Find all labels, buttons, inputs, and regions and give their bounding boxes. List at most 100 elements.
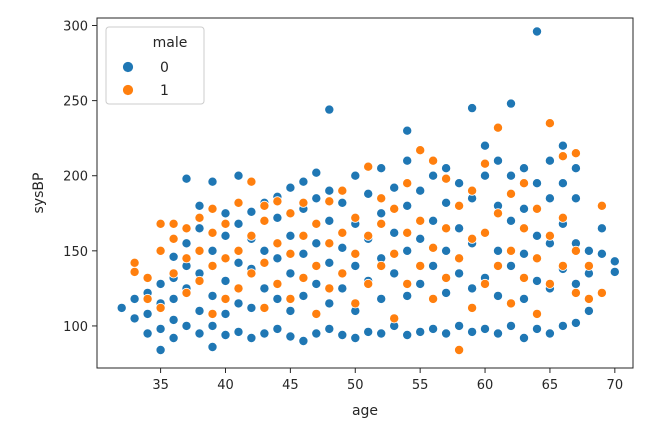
- data-point-male-1-35: [272, 196, 283, 207]
- data-point-male-1-72: [441, 272, 452, 283]
- data-point-male-0-121: [467, 326, 478, 337]
- data-point-male-0-76: [337, 283, 348, 294]
- data-point-male-1-62: [389, 203, 400, 214]
- data-point-male-0-105: [415, 233, 426, 244]
- data-point-male-1-28: [246, 176, 257, 187]
- data-point-male-0-84: [363, 326, 374, 337]
- data-point-male-0-54: [285, 331, 296, 342]
- data-point-male-0-59: [298, 335, 309, 346]
- y-tick-label: 100: [63, 320, 88, 335]
- data-point-male-1-23: [233, 283, 244, 294]
- data-point-male-1-39: [298, 272, 309, 283]
- data-point-male-0-79: [350, 332, 361, 343]
- data-point-male-1-101: [557, 212, 568, 223]
- data-point-male-0-156: [557, 320, 568, 331]
- data-point-male-0-96: [389, 182, 400, 193]
- data-point-male-0-55: [285, 305, 296, 316]
- data-point-male-0-3: [142, 328, 153, 339]
- data-point-male-0-20: [194, 328, 205, 339]
- data-point-male-0-21: [194, 305, 205, 316]
- data-point-male-1-100: [557, 260, 568, 271]
- data-point-male-0-92: [376, 163, 387, 174]
- data-point-male-1-76: [454, 253, 465, 264]
- data-point-male-0-57: [285, 230, 296, 241]
- data-point-male-1-88: [505, 245, 516, 256]
- data-point-male-1-108: [596, 200, 607, 211]
- data-point-male-1-24: [233, 245, 244, 256]
- data-point-male-1-29: [259, 302, 270, 313]
- data-point-male-1-34: [272, 238, 283, 249]
- data-point-male-1-52: [350, 248, 361, 259]
- data-point-male-1-105: [583, 293, 594, 304]
- y-axis-ticks: 100 150 200 250 300: [63, 20, 97, 335]
- data-point-male-1-107: [596, 287, 607, 298]
- data-point-male-0-154: [544, 155, 555, 166]
- data-point-male-1-95: [532, 203, 543, 214]
- data-point-male-0-163: [570, 193, 581, 204]
- data-point-male-1-74: [441, 173, 452, 184]
- data-point-male-0-7: [155, 323, 166, 334]
- data-point-male-0-146: [532, 323, 543, 334]
- plot-frame: [96, 17, 634, 369]
- data-point-male-0-40: [246, 332, 257, 343]
- data-point-male-0-41: [246, 302, 257, 313]
- data-point-male-0-31: [220, 308, 231, 319]
- data-point-male-1-41: [298, 197, 309, 208]
- data-point-male-1-4: [155, 245, 166, 256]
- data-point-male-0-63: [298, 176, 309, 187]
- data-point-male-1-61: [389, 248, 400, 259]
- data-point-male-0-139: [505, 170, 516, 181]
- data-point-male-0-138: [505, 215, 516, 226]
- data-point-male-0-99: [402, 290, 413, 301]
- data-point-male-1-15: [194, 212, 205, 223]
- data-point-male-0-113: [441, 245, 452, 256]
- data-point-male-0-108: [428, 260, 439, 271]
- data-point-male-0-36: [233, 326, 244, 337]
- data-point-male-0-74: [324, 185, 335, 196]
- data-point-male-1-81: [479, 278, 490, 289]
- data-point-male-0-39: [233, 218, 244, 229]
- data-point-male-1-98: [544, 230, 555, 241]
- data-point-male-1-5: [155, 218, 166, 229]
- data-point-male-0-66: [311, 238, 322, 249]
- data-point-male-1-77: [454, 200, 465, 211]
- data-point-male-1-51: [350, 298, 361, 309]
- data-point-male-1-91: [519, 223, 530, 234]
- data-point-male-0-10: [168, 332, 179, 343]
- legend-marker-0: [122, 61, 134, 73]
- data-point-male-1-46: [324, 238, 335, 249]
- data-point-male-0-52: [272, 212, 283, 223]
- data-point-male-1-85: [492, 260, 503, 271]
- data-point-male-1-66: [415, 260, 426, 271]
- data-point-male-1-12: [181, 223, 192, 234]
- data-point-male-0-75: [337, 329, 348, 340]
- data-point-male-1-1: [129, 266, 140, 277]
- data-point-male-0-136: [505, 320, 516, 331]
- data-point-male-0-112: [441, 287, 452, 298]
- data-point-male-1-38: [285, 208, 296, 219]
- data-point-male-1-93: [532, 308, 543, 319]
- data-point-male-0-58: [285, 182, 296, 193]
- data-point-male-0-83: [350, 170, 361, 181]
- data-point-male-1-40: [298, 230, 309, 241]
- data-point-male-0-126: [479, 323, 490, 334]
- data-point-male-1-59: [376, 193, 387, 204]
- data-point-male-0-32: [220, 275, 231, 286]
- y-tick-label: 200: [63, 170, 88, 185]
- data-point-male-0-101: [402, 200, 413, 211]
- data-point-male-1-64: [402, 227, 413, 238]
- data-point-male-1-97: [544, 278, 555, 289]
- data-point-male-1-36: [285, 293, 296, 304]
- data-point-male-0-34: [220, 208, 231, 219]
- data-point-male-0-12: [168, 293, 179, 304]
- data-point-male-1-30: [259, 257, 270, 268]
- data-point-male-1-67: [415, 215, 426, 226]
- data-point-male-0-141: [519, 293, 530, 304]
- data-point-male-0-69: [324, 104, 335, 115]
- data-point-male-0-70: [324, 323, 335, 334]
- data-point-male-1-94: [532, 253, 543, 264]
- data-point-male-1-57: [376, 260, 387, 271]
- data-point-male-0-77: [337, 242, 348, 253]
- data-point-male-0-81: [350, 260, 361, 271]
- data-point-male-1-68: [415, 145, 426, 156]
